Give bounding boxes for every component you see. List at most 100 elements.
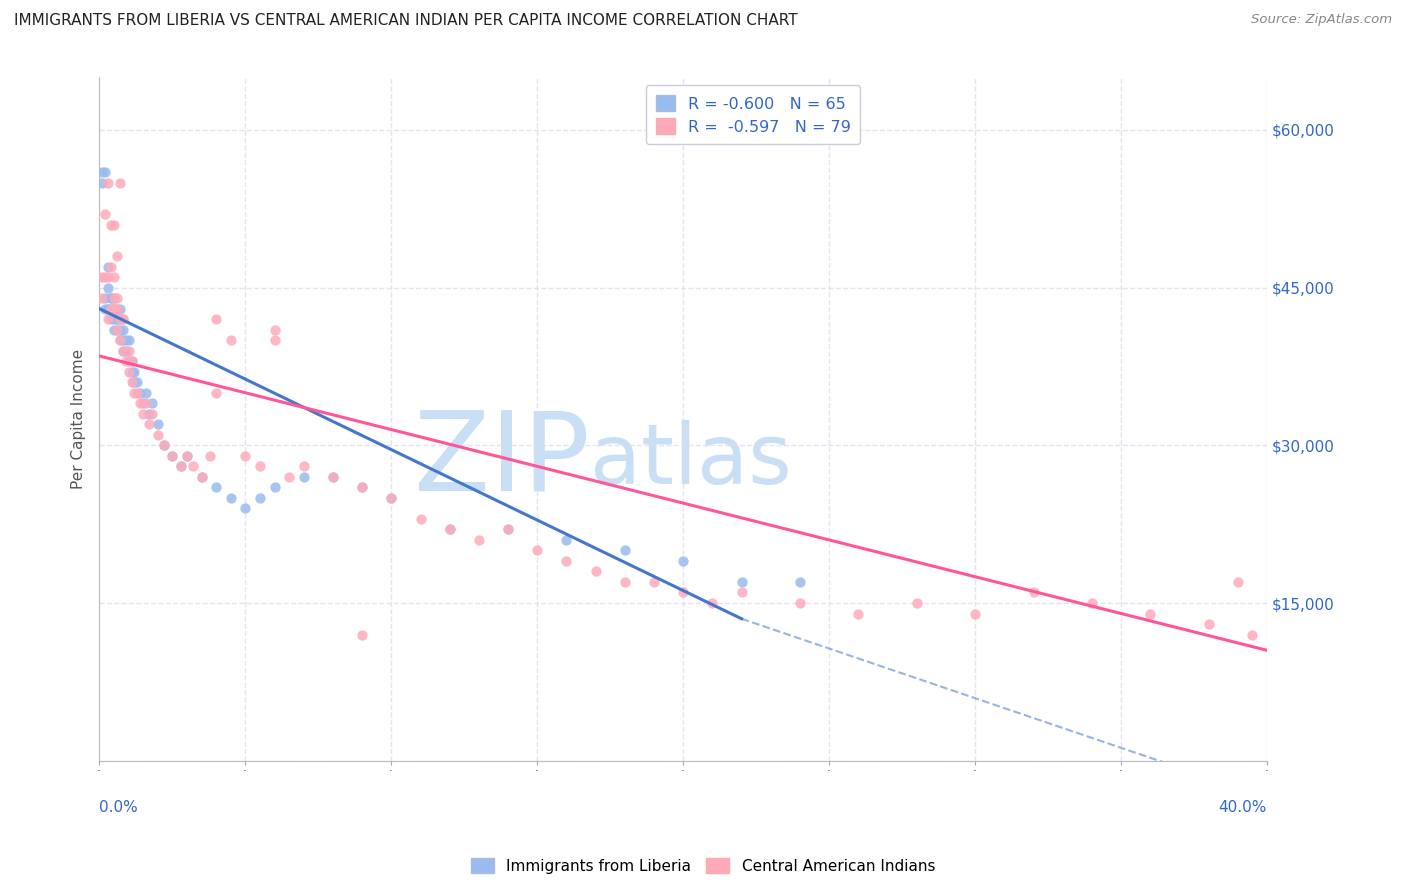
Legend: R = -0.600   N = 65, R =  -0.597   N = 79: R = -0.600 N = 65, R = -0.597 N = 79 bbox=[647, 86, 860, 145]
Point bbox=[152, 438, 174, 452]
Point bbox=[105, 312, 128, 326]
Point bbox=[91, 291, 114, 305]
Point bbox=[613, 574, 636, 589]
Point bbox=[730, 585, 752, 599]
Point bbox=[105, 312, 128, 326]
Point bbox=[146, 417, 169, 432]
Point bbox=[162, 449, 184, 463]
Point bbox=[105, 249, 128, 263]
Point bbox=[124, 376, 146, 390]
Point bbox=[103, 301, 125, 316]
Point bbox=[108, 333, 131, 347]
Point bbox=[114, 354, 136, 368]
Point bbox=[352, 627, 374, 641]
Point bbox=[100, 218, 122, 232]
Point bbox=[380, 491, 402, 505]
Point bbox=[97, 270, 120, 285]
Point bbox=[100, 291, 122, 305]
Point bbox=[249, 491, 271, 505]
Point bbox=[322, 470, 344, 484]
Point bbox=[121, 354, 143, 368]
Point bbox=[114, 333, 136, 347]
Point bbox=[176, 449, 198, 463]
Point bbox=[117, 354, 139, 368]
Point bbox=[292, 459, 315, 474]
Point bbox=[103, 270, 125, 285]
Point bbox=[1226, 574, 1249, 589]
Point bbox=[613, 543, 636, 558]
Point bbox=[585, 565, 607, 579]
Point bbox=[129, 396, 152, 410]
Point bbox=[181, 459, 204, 474]
Point bbox=[205, 480, 228, 494]
Point bbox=[263, 323, 285, 337]
Point bbox=[121, 365, 143, 379]
Point bbox=[94, 165, 117, 179]
Point bbox=[249, 459, 271, 474]
Text: 0.0%: 0.0% bbox=[100, 799, 138, 814]
Point bbox=[555, 554, 578, 568]
Point bbox=[200, 449, 222, 463]
Point bbox=[219, 333, 242, 347]
Point bbox=[468, 533, 491, 547]
Point bbox=[170, 459, 193, 474]
Point bbox=[94, 301, 117, 316]
Point bbox=[103, 301, 125, 316]
Point bbox=[263, 480, 285, 494]
Point bbox=[1198, 617, 1220, 632]
Point bbox=[129, 385, 152, 400]
Point bbox=[439, 523, 461, 537]
Point bbox=[105, 301, 128, 316]
Point bbox=[127, 385, 149, 400]
Point bbox=[117, 333, 139, 347]
Point bbox=[141, 407, 163, 421]
Point bbox=[100, 312, 122, 326]
Point bbox=[94, 207, 117, 221]
Point bbox=[124, 365, 146, 379]
Point bbox=[100, 291, 122, 305]
Point bbox=[1241, 627, 1264, 641]
Point bbox=[100, 260, 122, 274]
Point bbox=[108, 312, 131, 326]
Point bbox=[138, 407, 160, 421]
Point bbox=[111, 312, 134, 326]
Point bbox=[152, 438, 174, 452]
Point bbox=[263, 333, 285, 347]
Point bbox=[103, 291, 125, 305]
Point bbox=[789, 596, 811, 610]
Point bbox=[1139, 607, 1161, 621]
Y-axis label: Per Capita Income: Per Capita Income bbox=[72, 349, 86, 489]
Point bbox=[141, 396, 163, 410]
Point bbox=[730, 574, 752, 589]
Point bbox=[103, 323, 125, 337]
Point bbox=[132, 407, 155, 421]
Point bbox=[97, 312, 120, 326]
Point bbox=[97, 301, 120, 316]
Point bbox=[97, 176, 120, 190]
Point bbox=[91, 176, 114, 190]
Point bbox=[124, 385, 146, 400]
Point bbox=[322, 470, 344, 484]
Point bbox=[162, 449, 184, 463]
Point bbox=[352, 480, 374, 494]
Point bbox=[132, 396, 155, 410]
Point bbox=[146, 427, 169, 442]
Point bbox=[643, 574, 665, 589]
Point bbox=[111, 343, 134, 358]
Point bbox=[496, 523, 519, 537]
Point bbox=[352, 480, 374, 494]
Point bbox=[1081, 596, 1104, 610]
Point bbox=[91, 165, 114, 179]
Point bbox=[97, 260, 120, 274]
Point bbox=[135, 385, 157, 400]
Point bbox=[278, 470, 301, 484]
Point bbox=[190, 470, 212, 484]
Legend: Immigrants from Liberia, Central American Indians: Immigrants from Liberia, Central America… bbox=[465, 852, 941, 880]
Point bbox=[91, 270, 114, 285]
Point bbox=[702, 596, 724, 610]
Point bbox=[205, 312, 228, 326]
Text: Source: ZipAtlas.com: Source: ZipAtlas.com bbox=[1251, 13, 1392, 27]
Text: 40.0%: 40.0% bbox=[1219, 799, 1267, 814]
Point bbox=[292, 470, 315, 484]
Point bbox=[105, 301, 128, 316]
